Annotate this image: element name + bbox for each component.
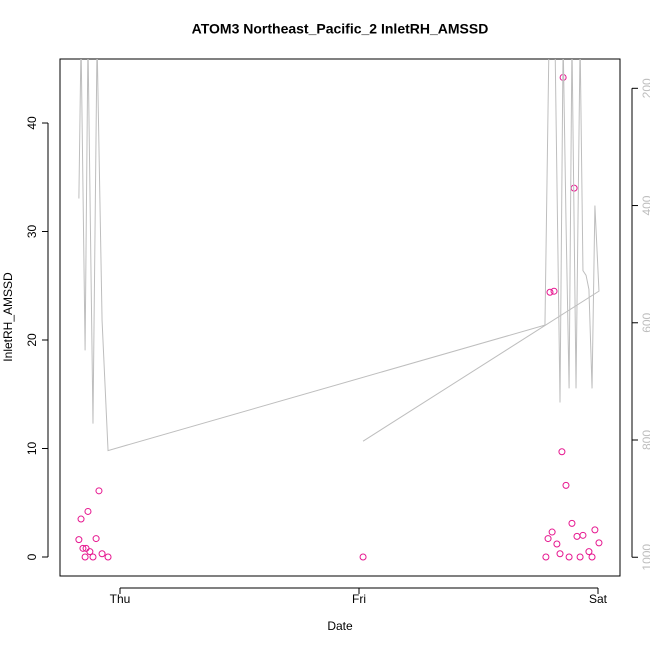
point [591,526,599,534]
x-tick-label: Thu [110,592,131,606]
point [104,553,112,561]
point [79,544,87,552]
point [98,550,106,558]
point [542,553,550,561]
point [544,535,552,543]
y-tick-label: 10 [25,442,39,456]
point [86,548,94,556]
point [558,448,566,456]
point [89,553,97,561]
point [95,487,103,495]
point [556,550,564,558]
y2-tick-label: 800 [640,430,650,450]
point [548,528,556,536]
point [546,288,554,296]
point [579,531,587,539]
point [75,536,83,544]
x-tick-label: Fri [352,592,366,606]
point [81,553,89,561]
y-tick-label: 30 [25,225,39,239]
y2-tick-label: 600 [640,312,650,332]
line [78,59,600,452]
y2-tick-label: 400 [640,195,650,215]
point [585,548,593,556]
point [359,553,367,561]
point [573,532,581,540]
plot-box [59,58,621,577]
plot-area [75,59,603,561]
point [565,553,573,561]
point [568,519,576,527]
point [595,539,603,547]
point [562,481,570,489]
chart-title: ATOM3 Northeast_Pacific_2 InletRH_AMSSD [192,21,489,37]
point [588,553,596,561]
y-axis-label: InletRH_AMSSD [1,272,15,362]
y-tick-label: 0 [25,553,39,560]
y2-tick-label: 200 [640,78,650,98]
point [576,553,584,561]
x-tick-label: Sat [589,592,608,606]
point [92,535,100,543]
x-axis-label: Date [327,619,353,633]
y2-tick-label: 1000 [640,544,650,571]
point [77,515,85,523]
point [84,507,92,515]
point [550,287,558,295]
y-tick-label: 40 [25,116,39,130]
y-tick-label: 20 [25,333,39,347]
point [553,540,561,548]
